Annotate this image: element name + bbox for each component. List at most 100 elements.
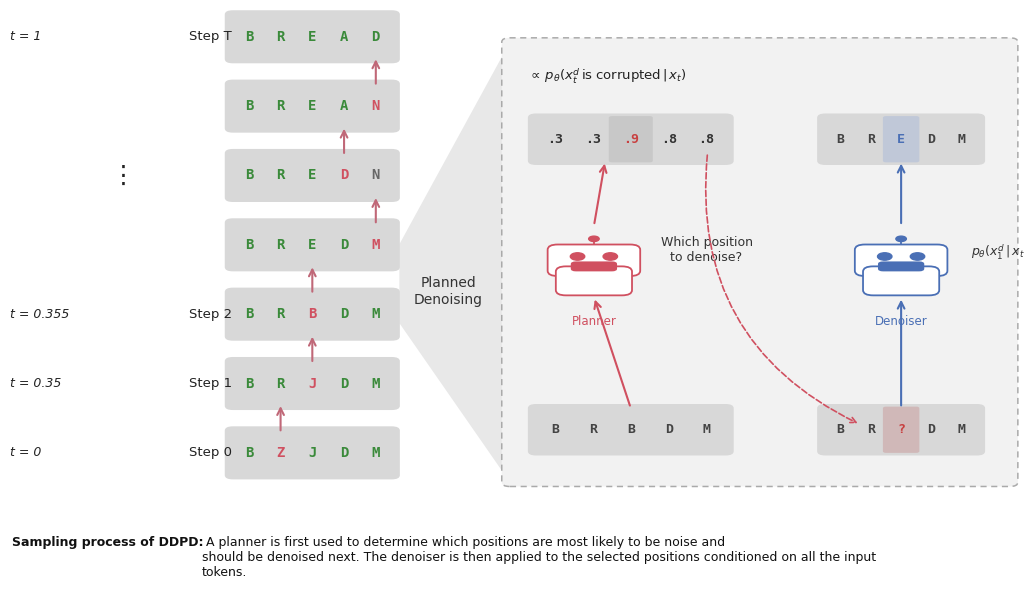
Text: D: D [928, 133, 936, 146]
Text: B: B [627, 423, 635, 436]
Text: J: J [308, 446, 316, 460]
FancyBboxPatch shape [224, 149, 399, 202]
Text: A: A [340, 99, 348, 113]
Text: M: M [957, 423, 966, 436]
FancyBboxPatch shape [224, 79, 399, 133]
Text: R: R [276, 307, 285, 321]
Text: D: D [665, 423, 673, 436]
Text: B: B [245, 168, 253, 183]
Circle shape [570, 253, 585, 260]
Text: Step T: Step T [189, 30, 232, 43]
Circle shape [589, 236, 599, 242]
Text: E: E [308, 238, 316, 252]
Text: M: M [372, 307, 380, 321]
Text: Step 0: Step 0 [189, 447, 232, 459]
Circle shape [896, 236, 906, 242]
Text: B: B [245, 99, 253, 113]
Text: R: R [866, 133, 874, 146]
Text: E: E [308, 99, 316, 113]
FancyBboxPatch shape [883, 116, 920, 162]
Text: t = 0: t = 0 [10, 447, 42, 459]
FancyBboxPatch shape [608, 116, 653, 162]
FancyBboxPatch shape [548, 245, 640, 276]
FancyBboxPatch shape [224, 219, 399, 272]
Circle shape [603, 253, 617, 260]
Text: R: R [276, 377, 285, 390]
FancyBboxPatch shape [502, 38, 1018, 487]
Text: B: B [245, 30, 253, 44]
Text: M: M [702, 423, 711, 436]
Text: E: E [308, 168, 316, 183]
FancyBboxPatch shape [883, 407, 920, 453]
Text: B: B [245, 377, 253, 390]
Text: Planned
Denoising: Planned Denoising [414, 276, 483, 307]
Text: R: R [276, 168, 285, 183]
FancyBboxPatch shape [863, 266, 939, 296]
Text: R: R [276, 238, 285, 252]
FancyBboxPatch shape [224, 357, 399, 410]
Text: B: B [245, 307, 253, 321]
Text: $p_\theta(x_1^d\,|\,x_t)$: $p_\theta(x_1^d\,|\,x_t)$ [971, 242, 1024, 262]
Text: B: B [837, 423, 845, 436]
Text: D: D [340, 377, 348, 390]
Text: R: R [866, 423, 874, 436]
Text: .8: .8 [698, 133, 715, 146]
FancyBboxPatch shape [224, 10, 399, 63]
Text: B: B [308, 307, 316, 321]
Text: .9: .9 [623, 133, 639, 146]
Text: N: N [372, 99, 380, 113]
Text: E: E [308, 30, 316, 44]
Text: R: R [276, 30, 285, 44]
Text: Step 2: Step 2 [189, 307, 232, 321]
Text: Z: Z [276, 446, 285, 460]
Text: R: R [276, 99, 285, 113]
FancyBboxPatch shape [817, 113, 985, 165]
FancyBboxPatch shape [528, 113, 733, 165]
Circle shape [878, 253, 892, 260]
Text: D: D [372, 30, 380, 44]
Text: D: D [340, 238, 348, 252]
Text: E: E [897, 133, 905, 146]
FancyBboxPatch shape [556, 266, 632, 296]
Text: D: D [340, 446, 348, 460]
FancyBboxPatch shape [224, 426, 399, 479]
Text: Denoiser: Denoiser [874, 315, 928, 328]
Text: B: B [245, 446, 253, 460]
Text: B: B [245, 238, 253, 252]
Text: M: M [372, 238, 380, 252]
Text: J: J [308, 377, 316, 390]
Text: M: M [957, 133, 966, 146]
Circle shape [910, 253, 925, 260]
Text: .8: .8 [660, 133, 677, 146]
Text: t = 0.355: t = 0.355 [10, 307, 70, 321]
Text: ⋮: ⋮ [111, 164, 135, 187]
Text: Which position
to denoise?: Which position to denoise? [660, 236, 753, 263]
Text: .3: .3 [585, 133, 601, 146]
Text: R: R [589, 423, 597, 436]
Text: Step 1: Step 1 [189, 377, 232, 390]
FancyBboxPatch shape [528, 404, 733, 456]
FancyBboxPatch shape [570, 261, 617, 272]
Text: D: D [928, 423, 936, 436]
Text: Sampling process of DDPD:: Sampling process of DDPD: [12, 537, 204, 549]
Text: M: M [372, 377, 380, 390]
Text: $\propto\, p_\theta(x_t^d\,\mathrm{is\;corrupted}\,|\,x_t)$: $\propto\, p_\theta(x_t^d\,\mathrm{is\;c… [528, 66, 687, 86]
Text: M: M [372, 446, 380, 460]
Text: t = 1: t = 1 [10, 30, 42, 43]
Text: Planner: Planner [571, 315, 616, 328]
FancyBboxPatch shape [224, 288, 399, 341]
Text: ?: ? [897, 423, 905, 436]
Text: B: B [837, 133, 845, 146]
Text: D: D [340, 307, 348, 321]
Text: t = 0.35: t = 0.35 [10, 377, 61, 390]
Text: .3: .3 [547, 133, 563, 146]
FancyBboxPatch shape [817, 404, 985, 456]
FancyBboxPatch shape [855, 245, 947, 276]
Polygon shape [399, 42, 510, 482]
Text: A planner is first used to determine which positions are most likely to be noise: A planner is first used to determine whi… [202, 537, 876, 580]
Text: A: A [340, 30, 348, 44]
Text: D: D [340, 168, 348, 183]
Text: B: B [551, 423, 559, 436]
Text: N: N [372, 168, 380, 183]
FancyBboxPatch shape [878, 261, 925, 272]
